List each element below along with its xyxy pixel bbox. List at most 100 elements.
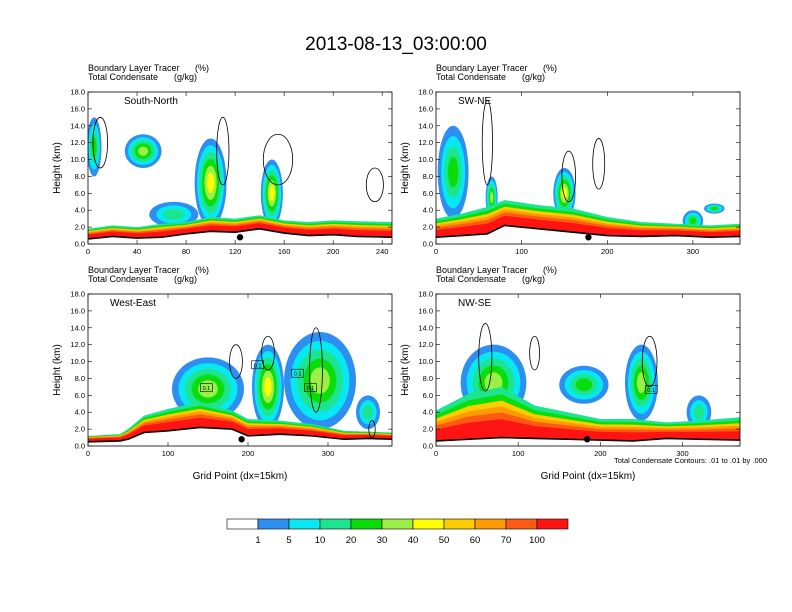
y-tick-label: 12.0 xyxy=(70,340,85,349)
y-tick-label: 4.0 xyxy=(423,206,433,215)
colorbar-swatch xyxy=(474,518,507,530)
x-tick-label: 200 xyxy=(242,449,255,458)
plot-frame xyxy=(435,293,741,447)
colorbar: 1 5 10 20 30 40 50 60 70 100 xyxy=(226,518,569,546)
y-tick-label: 16.0 xyxy=(418,306,433,315)
tracer-plume-band xyxy=(575,378,593,392)
condensate-contour xyxy=(561,150,576,203)
colorbar-swatch xyxy=(288,518,321,530)
condensate-contour xyxy=(262,133,294,186)
colorbar-label: 60 xyxy=(470,535,481,546)
x-tick-label: 160 xyxy=(278,247,291,256)
subtitle-condensate: Total Condensate xyxy=(436,72,506,82)
y-tick-label: 6.0 xyxy=(75,189,85,198)
tracer-plume-band xyxy=(636,372,646,394)
tracer-plume-band xyxy=(490,191,494,204)
y-tick-label: 0.0 xyxy=(423,442,433,451)
contour-label-box xyxy=(291,368,304,378)
subtitle-tracer: Boundary Layer Tracer xyxy=(88,265,180,275)
y-tick-label: 6.0 xyxy=(423,391,433,400)
condensate-contour xyxy=(92,116,109,169)
colorbar-label: 100 xyxy=(529,535,545,546)
contour-label-box xyxy=(200,383,213,392)
subtitle-condensate: Total Condensate xyxy=(88,72,158,82)
x-tick-label: 200 xyxy=(594,449,607,458)
contour-label: 0.1 xyxy=(251,360,264,369)
x-tick-label: 300 xyxy=(676,449,689,458)
subtitle-tracer: Boundary Layer Tracer xyxy=(436,63,528,73)
colorbar-label: 40 xyxy=(408,535,419,546)
y-tick-label: 16.0 xyxy=(70,104,85,113)
y-tick-label: 8.0 xyxy=(423,172,433,181)
y-tick-label: 12.0 xyxy=(418,138,433,147)
subtitle-condensate: Total Condensate xyxy=(436,274,506,284)
condensate-contour xyxy=(481,100,493,186)
tracer-plume-band xyxy=(362,404,374,420)
tracer-plume-band xyxy=(447,156,459,188)
y-tick-label: 2.0 xyxy=(75,223,85,232)
y-tick-label: 2.0 xyxy=(423,223,433,232)
terrain-line xyxy=(436,436,740,442)
tracer-plume-band xyxy=(310,367,330,394)
y-tick-label: 10.0 xyxy=(418,155,433,164)
y-tick-label: 10.0 xyxy=(70,357,85,366)
plot-frame xyxy=(87,91,393,245)
tracer-plume-band xyxy=(163,209,185,220)
y-tick-label: 4.0 xyxy=(75,206,85,215)
x-axis-label: Grid Point (dx=15km) xyxy=(193,471,288,482)
condensate-contour xyxy=(365,167,384,203)
contour-label: 0.1 xyxy=(644,384,658,394)
tracer-plume-band xyxy=(269,185,275,202)
y-axis-label: Height (km) xyxy=(52,344,63,396)
colorbar-swatch xyxy=(319,518,352,530)
colorbar-label: 1 xyxy=(255,535,260,546)
figure-title: 2013-08-13_03:00:00 xyxy=(305,34,487,55)
colorbar-swatch xyxy=(536,518,569,530)
site-marker xyxy=(236,234,244,241)
colorbar-swatch xyxy=(226,518,259,530)
y-tick-label: 8.0 xyxy=(75,172,85,181)
site-marker xyxy=(238,436,245,443)
colorbar-swatch xyxy=(412,518,445,530)
contour-label-text: 0.1 xyxy=(294,372,302,378)
colorbar-label: 30 xyxy=(377,535,388,546)
contour-label: 0.1 xyxy=(200,383,213,392)
y-tick-label: 16.0 xyxy=(418,104,433,113)
colorbar-swatch xyxy=(350,518,383,530)
y-axis-label: Height (km) xyxy=(400,344,411,396)
y-tick-label: 6.0 xyxy=(423,189,433,198)
x-tick-label: 240 xyxy=(376,247,389,256)
y-tick-label: 4.0 xyxy=(423,408,433,417)
x-tick-label: 80 xyxy=(182,247,190,256)
subtitle-units-percent: (%) xyxy=(543,265,557,275)
terrain-line xyxy=(436,224,740,239)
condensate-contour xyxy=(592,138,606,190)
colorbar-swatch xyxy=(443,518,476,530)
contour-label-box xyxy=(644,384,658,394)
panel-label: South-North xyxy=(124,96,178,107)
subtitle-condensate: Total Condensate xyxy=(88,274,158,284)
subtitle-units-gkg: (g/kg) xyxy=(522,274,545,284)
x-tick-label: 0 xyxy=(86,247,90,256)
subtitle-units-percent: (%) xyxy=(195,63,209,73)
y-tick-label: 18.0 xyxy=(418,88,433,97)
tracer-plume-band xyxy=(710,206,718,211)
y-axis-label: Height (km) xyxy=(52,142,63,194)
contour-label-box xyxy=(304,383,317,392)
y-tick-label: 0.0 xyxy=(75,240,85,249)
condensate-contour xyxy=(478,323,493,392)
y-tick-label: 0.0 xyxy=(423,240,433,249)
subtitle-units-gkg: (g/kg) xyxy=(174,72,197,82)
contour-label-text: 0.1 xyxy=(647,388,655,394)
subtitle-units-gkg: (g/kg) xyxy=(174,274,197,284)
x-tick-label: 300 xyxy=(322,449,335,458)
y-tick-label: 10.0 xyxy=(418,357,433,366)
colorbar-swatch xyxy=(505,518,538,530)
colorbar-label: 10 xyxy=(315,535,326,546)
contour-label: 0.1 xyxy=(304,383,317,392)
